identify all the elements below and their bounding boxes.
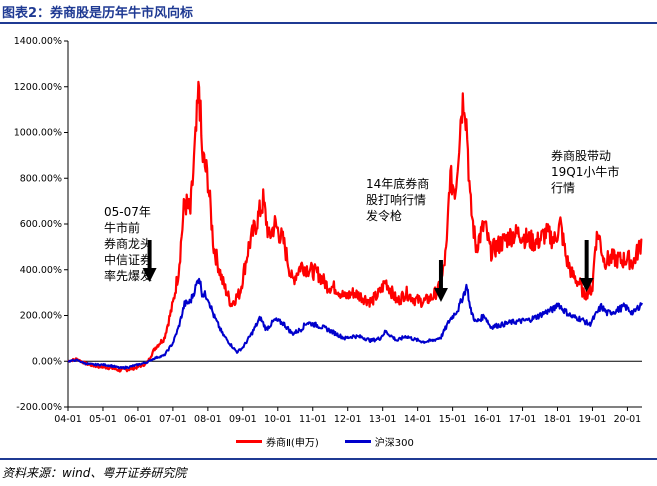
legend: 券商Ⅱ(申万) 沪深300 bbox=[236, 434, 434, 449]
x-tick-label: 19-01 bbox=[579, 414, 607, 425]
x-tick-label: 11-01 bbox=[299, 414, 327, 425]
y-tick-label: 0.00% bbox=[32, 356, 62, 367]
legend-item-csi300: 沪深300 bbox=[344, 434, 414, 449]
x-tick-label: 04-01 bbox=[54, 414, 82, 425]
y-tick-label: -200.00% bbox=[16, 402, 62, 413]
series-line-csi300 bbox=[67, 277, 643, 370]
x-tick-label: 18-01 bbox=[544, 414, 572, 425]
x-tick-label: 06-01 bbox=[124, 414, 152, 425]
series-line-broker bbox=[67, 80, 643, 373]
legend-item-broker: 券商Ⅱ(申万) bbox=[236, 434, 319, 449]
legend-label-broker: 券商Ⅱ(申万) bbox=[266, 438, 319, 449]
y-tick-label: 1000.00% bbox=[14, 128, 62, 139]
x-tick-label: 12-01 bbox=[334, 414, 362, 425]
x-tick-label: 16-01 bbox=[474, 414, 502, 425]
annotation-2014-kickoff: 14年底券商 股打响行情 发令枪 bbox=[366, 177, 430, 223]
x-tick-label: 13-01 bbox=[369, 414, 397, 425]
x-tick-label: 10-01 bbox=[264, 414, 292, 425]
y-tick-label: 1400.00% bbox=[14, 36, 62, 47]
arrows bbox=[142, 240, 594, 302]
bottom-rule bbox=[0, 458, 657, 460]
series-layer bbox=[67, 80, 643, 373]
x-tick-label: 05-01 bbox=[89, 414, 117, 425]
chart-title: 图表2：券商股是历年牛市风向标 bbox=[2, 6, 194, 21]
x-tick-label: 20-01 bbox=[614, 414, 642, 425]
arrow-head bbox=[142, 268, 157, 282]
x-tick-label: 14-01 bbox=[404, 414, 432, 425]
axes: -200.00% 0.00% 200.00% 400.00% 600.00% 800.00… bbox=[14, 36, 642, 425]
annotation-citic-2005: 05-07年 牛市前 券商龙头 中信证券 率先爆发 bbox=[104, 205, 153, 283]
top-rule bbox=[0, 22, 657, 24]
y-tick-label: 600.00% bbox=[20, 219, 62, 230]
x-tick-label: 17-01 bbox=[509, 414, 537, 425]
x-tick-label: 09-01 bbox=[229, 414, 257, 425]
y-tick-label: 200.00% bbox=[20, 311, 62, 322]
x-tick-label: 07-01 bbox=[159, 414, 187, 425]
y-tick-label: 1200.00% bbox=[14, 82, 62, 93]
arrow-head bbox=[433, 288, 448, 302]
x-tick-label: 08-01 bbox=[194, 414, 222, 425]
arrow-head bbox=[579, 278, 594, 292]
annotation-2019q1: 券商股带动 19Q1小牛市 行情 bbox=[551, 149, 620, 195]
legend-label-csi300: 沪深300 bbox=[374, 438, 414, 449]
y-tick-label: 400.00% bbox=[20, 265, 62, 276]
x-tick-label: 15-01 bbox=[439, 414, 467, 425]
legend-swatch-red bbox=[236, 440, 262, 443]
source-note: 资料来源：wind、粤开证券研究院 bbox=[2, 466, 187, 480]
legend-swatch-blue bbox=[344, 440, 371, 443]
y-tick-label: 800.00% bbox=[20, 173, 62, 184]
